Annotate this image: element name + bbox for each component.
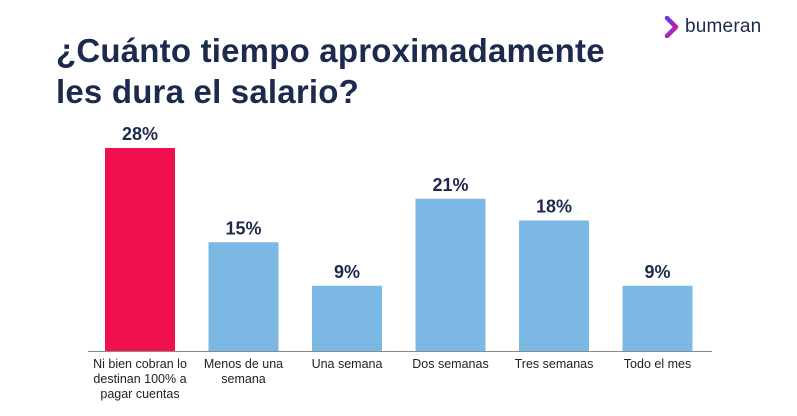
category-label: Ni bien cobran lo destinan 100% a pagar cu…	[93, 357, 187, 401]
chart-title: ¿Cuánto tiempo aproximadamente les dura …	[56, 32, 605, 110]
logo-text: bumeran	[685, 16, 762, 37]
bar	[622, 285, 693, 351]
bumeran-logo: bumeran	[664, 16, 761, 38]
bumeran-chevron-icon	[664, 16, 679, 38]
bar	[519, 220, 589, 351]
data-label: 15%	[225, 218, 261, 238]
data-label: 9%	[644, 262, 670, 282]
bar	[312, 285, 382, 351]
data-label: 9%	[334, 262, 360, 282]
bar	[105, 148, 175, 351]
category-label: Dos semanas	[412, 357, 488, 371]
category-label: Tres semanas	[515, 357, 594, 371]
bar	[415, 198, 486, 351]
category-label: Menos de una semana	[204, 357, 283, 386]
category-label: Una semana	[312, 357, 383, 371]
category-label: Todo el mes	[624, 357, 691, 371]
data-label: 21%	[432, 175, 468, 195]
data-label: 18%	[536, 197, 572, 217]
bar	[208, 242, 279, 351]
data-label: 28%	[122, 124, 158, 144]
